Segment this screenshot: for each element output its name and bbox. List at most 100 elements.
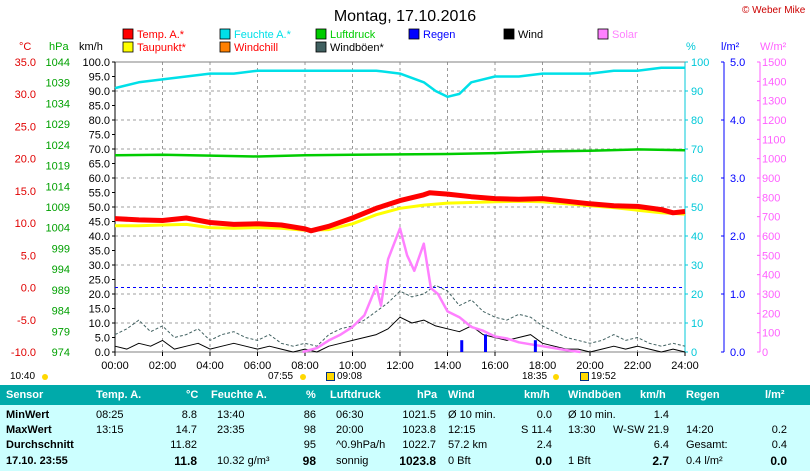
tick-temp-2: 25.0 [15,121,36,133]
xtick-3: 06:00 [244,360,272,370]
cell-avg-hum-v: 95 [303,439,316,451]
tick-rain-2: 3.0 [730,173,745,185]
cell-now-wind-t: 0 Bft [448,455,471,467]
header-rain-unit: l/m² [765,389,785,401]
tick-humidity-7: 30 [691,260,703,272]
header-hum-unit: % [306,389,316,401]
tick-pressure-0: 1044 [46,57,70,69]
tick-solar-11: 400 [762,270,780,282]
cell-avg-temp-v: 11.82 [170,439,197,451]
tick-wind-8: 60.0 [89,173,110,185]
xtick-1: 02:00 [149,360,177,370]
tick-wind-0: 100.0 [82,57,110,69]
unit-label-temp: °C [19,41,31,53]
xtick-5: 10:00 [339,360,367,370]
current-time-label: 10:40 [10,371,36,382]
tick-solar-9: 600 [762,231,780,243]
tick-pressure-10: 994 [52,264,70,276]
series-line-3 [114,148,686,158]
tick-humidity-5: 50 [691,202,703,214]
xtick-4: 08:00 [291,360,319,370]
tick-humidity-9: 10 [691,318,703,330]
xtick-11: 22:00 [624,360,652,370]
tick-wind-18: 10.0 [89,318,110,330]
data-series [114,66,686,354]
tick-wind-17: 15.0 [89,304,110,316]
tick-humidity-0: 100 [691,57,709,69]
cell-now-label: 17.10. 23:55 [6,455,68,467]
dusk-icon [580,372,589,381]
tick-humidity-3: 70 [691,144,703,156]
tick-rain-0: 5.0 [730,57,745,69]
tick-wind-4: 80.0 [89,115,110,127]
cell-min-temp-t: 08:25 [96,409,124,421]
cell-min-hum-v: 86 [303,409,316,421]
rain-bar-0 [460,340,464,352]
sunrise-icon [300,374,306,380]
cell-min-gust-t: Ø 10 min. [568,409,616,421]
tick-wind-11: 45.0 [89,217,110,229]
cell-now-hum-v: 98 [302,454,316,468]
cell-now-gust-v: 2.7 [652,454,669,468]
cell-max-rain-t: 14:20 [686,424,714,436]
header-press: Luftdruck [330,389,381,401]
tick-temp-3: 20.0 [15,154,36,166]
tick-solar-15: 0 [762,347,768,359]
xtick-7: 14:00 [434,360,462,370]
header-temp-unit: °C [186,389,199,401]
sun-times-bar: 10:40 07:55 09:08 18:35 19:52 [0,370,810,384]
tick-pressure-2: 1034 [46,98,70,110]
legend-label-3: Regen [423,29,455,41]
legend-swatch-5 [597,28,609,40]
transit-label: 09:08 [337,371,363,382]
xtick-8: 16:00 [481,360,509,370]
tick-wind-19: 5.0 [95,333,110,345]
tick-humidity-1: 90 [691,86,703,98]
tick-temp-1: 30.0 [15,89,36,101]
tick-temp-8: -5.0 [17,315,36,327]
tick-temp-6: 5.0 [21,250,36,262]
header-rain: Regen [686,389,720,401]
tick-solar-4: 1100 [762,134,786,146]
cell-min-press-v: 1021.5 [402,409,436,421]
legend-label-7: Windchill [234,42,278,54]
tick-wind-2: 90.0 [89,86,110,98]
series-line-4 [114,316,686,353]
tick-rain-1: 4.0 [730,115,745,127]
header-gust-unit: km/h [640,389,666,401]
xtick-10: 20:00 [576,360,604,370]
cell-max-hum-t: 23:35 [217,424,245,436]
legend-swatch-3 [408,28,420,40]
tick-pressure-3: 1029 [46,119,70,131]
credit-text: © Weber Mike [742,5,806,16]
tick-temp-4: 15.0 [15,186,36,198]
tick-wind-5: 75.0 [89,130,110,142]
header-gust: Windböen [568,389,622,401]
sunrise-label: 07:55 [268,371,294,382]
cell-avg-press-v: 1022.7 [402,439,436,451]
rain-bar-1 [484,334,487,352]
unit-label-humidity: % [686,41,696,53]
tick-solar-8: 700 [762,212,780,224]
cell-min-wind-t: Ø 10 min. [448,409,496,421]
series-line-6 [302,227,581,354]
cell-avg-gust-v: 6.4 [653,439,669,451]
tick-wind-14: 30.0 [89,260,110,272]
series-line-5 [114,284,686,347]
cell-now-gust-t: 1 Bft [568,455,591,467]
legend-label-2: Luftdruck [330,29,376,41]
legend-label-5: Solar [612,29,638,41]
tick-humidity-6: 40 [691,231,703,243]
tick-temp-0: 35.0 [15,57,36,69]
tick-humidity-4: 60 [691,173,703,185]
xtick-6: 12:00 [386,360,414,370]
stats-table: Sensor Temp. A. °C Feuchte A. % Luftdruc… [0,385,810,471]
cell-max-temp-v: 14.7 [175,424,197,436]
tick-wind-15: 25.0 [89,275,110,287]
tick-pressure-14: 974 [52,347,70,359]
sunset-label: 18:35 [522,371,548,382]
tick-pressure-8: 1004 [46,223,70,235]
tick-wind-3: 85.0 [89,101,110,113]
cell-now-press-t: sonnig [336,455,369,467]
legend-swatch-2 [315,28,327,40]
